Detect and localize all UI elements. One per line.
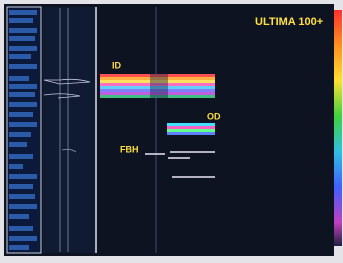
screen: ULTIMA 100+ ID OD FBH <box>0 0 343 263</box>
title: ULTIMA 100+ <box>255 16 323 28</box>
od-echo <box>167 123 215 135</box>
id-label: ID <box>112 60 122 70</box>
page: ULTIMA 100+ ID OD FBH (() => { const dat… <box>0 0 343 263</box>
fbh-label: FBH <box>120 144 139 154</box>
od-label: OD <box>207 111 221 121</box>
color-scale <box>334 10 342 246</box>
id-echo <box>100 74 215 98</box>
a-scan-strip <box>43 7 95 253</box>
